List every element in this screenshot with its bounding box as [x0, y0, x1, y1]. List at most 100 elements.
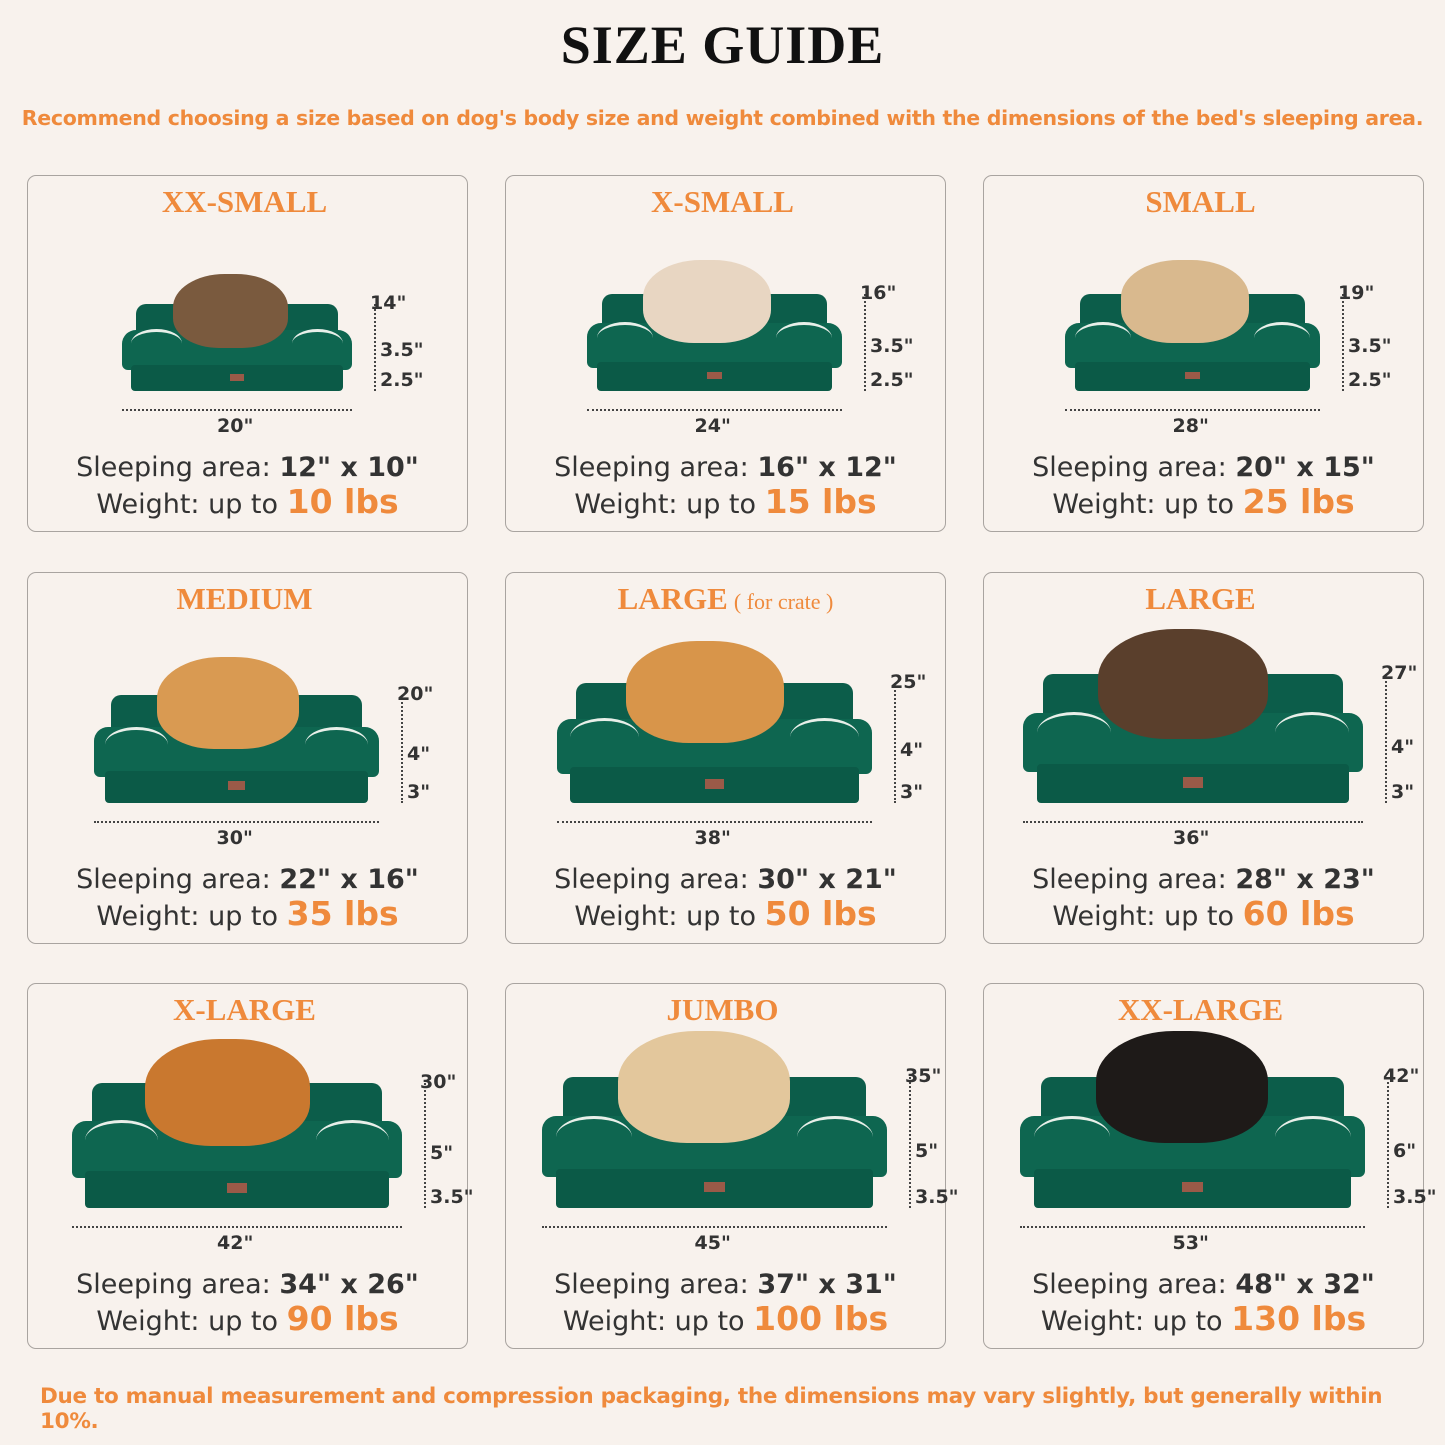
footer-note: Due to manual measurement and compressio… — [40, 1384, 1383, 1434]
sleeping-area-value: 37" x 31" — [757, 1269, 897, 1300]
weight-limit: Weight: up to 90 lbs — [28, 1299, 467, 1338]
size-name-text: X-LARGE — [173, 992, 316, 1027]
sleeping-area: Sleeping area: 28" x 23" — [984, 864, 1423, 895]
sleeping-area: Sleeping area: 34" x 26" — [28, 1269, 467, 1300]
sleeping-area-value: 20" x 15" — [1235, 452, 1375, 483]
sleeping-area: Sleeping area: 30" x 21" — [506, 864, 945, 895]
size-name: X-SMALL — [506, 184, 945, 220]
weight-value: 130 lbs — [1231, 1299, 1367, 1338]
bed-illustration — [1023, 628, 1363, 803]
length-label: 20" — [217, 415, 254, 437]
base-height-label: 2.5" — [380, 369, 424, 391]
length-dimension-line — [122, 409, 352, 411]
weight-limit: Weight: up to 130 lbs — [984, 1299, 1423, 1338]
bed-illustration — [1065, 260, 1320, 391]
bolster-height-label: 4" — [900, 739, 924, 761]
height-dimension-line — [1387, 1077, 1389, 1208]
size-name: JUMBO — [506, 992, 945, 1028]
sleeping-area: Sleeping area: 20" x 15" — [984, 452, 1423, 483]
height-dimension-line — [1385, 674, 1387, 803]
weight-value: 100 lbs — [753, 1299, 889, 1338]
length-label: 38" — [694, 827, 731, 849]
bolster-height-label: 6" — [1393, 1140, 1417, 1163]
bolster-height-label: 5" — [915, 1140, 939, 1163]
weight-value: 35 lbs — [286, 894, 399, 933]
size-name: X-LARGE — [28, 992, 467, 1028]
weight-label: Weight: up to — [562, 1306, 745, 1337]
bed-illustration — [542, 1031, 887, 1208]
height-dimension-line — [1342, 294, 1344, 391]
weight-limit: Weight: up to 35 lbs — [28, 894, 467, 933]
dog-illustration — [144, 1039, 310, 1146]
size-note: ( for crate ) — [733, 589, 834, 614]
base-height-label: 3" — [900, 781, 924, 803]
size-name-text: JUMBO — [666, 992, 779, 1027]
base-height-label: 2.5" — [870, 369, 914, 391]
length-label: 53" — [1172, 1232, 1209, 1254]
dog-illustration — [1097, 628, 1268, 739]
size-name: XX-LARGE — [984, 992, 1423, 1028]
length-label: 28" — [1172, 415, 1209, 437]
size-name: SMALL — [984, 184, 1423, 220]
sleeping-area-label: Sleeping area: — [76, 864, 271, 895]
bolster-height-label: 3.5" — [870, 335, 914, 358]
weight-value: 50 lbs — [764, 894, 877, 933]
bed-illustration — [587, 260, 842, 391]
size-name: LARGE( for crate ) — [506, 581, 945, 617]
sleeping-area: Sleeping area: 22" x 16" — [28, 864, 467, 895]
size-card: JUMBO 45" 35" 5" 3.5" Sleeping area: 37"… — [505, 983, 959, 1349]
sleeping-area-value: 16" x 12" — [757, 452, 897, 483]
size-name-text: X-SMALL — [651, 184, 794, 219]
sleeping-area-label: Sleeping area: — [554, 864, 749, 895]
bolster-height-label: 5" — [430, 1142, 454, 1165]
length-dimension-line — [1023, 821, 1363, 823]
weight-limit: Weight: up to 100 lbs — [506, 1299, 945, 1338]
sleeping-area: Sleeping area: 16" x 12" — [506, 452, 945, 483]
height-dimension-line — [401, 695, 403, 803]
size-name: LARGE — [984, 581, 1423, 617]
bed-illustration — [72, 1039, 402, 1208]
weight-label: Weight: up to — [574, 489, 757, 520]
weight-label: Weight: up to — [96, 489, 279, 520]
sleeping-area: Sleeping area: 37" x 31" — [506, 1269, 945, 1300]
weight-label: Weight: up to — [96, 901, 279, 932]
size-card: LARGE 36" 27" 4" 3" Sleeping area: 28" x… — [983, 572, 1424, 944]
bolster-height-label: 4" — [407, 743, 431, 766]
size-card: X-LARGE 42" 30" 5" 3.5" Sleeping area: 3… — [27, 983, 474, 1349]
height-dimension-line — [909, 1077, 911, 1208]
subtitle: Recommend choosing a size based on dog's… — [21, 106, 1424, 130]
depth-label: 20" — [397, 683, 434, 705]
sleeping-area-label: Sleeping area: — [1032, 1269, 1227, 1300]
size-card: XX-LARGE 53" 42" 6" 3.5" Sleeping area: … — [983, 983, 1437, 1349]
depth-label: 42" — [1383, 1065, 1420, 1087]
sleeping-area: Sleeping area: 12" x 10" — [28, 452, 467, 483]
height-dimension-line — [374, 304, 376, 391]
sleeping-area-label: Sleeping area: — [554, 1269, 749, 1300]
length-label: 30" — [216, 827, 253, 849]
base-height-label: 3" — [1391, 781, 1415, 803]
height-dimension-line — [894, 683, 896, 803]
size-name-text: LARGE — [617, 581, 728, 616]
weight-label: Weight: up to — [1052, 901, 1235, 932]
size-name: XX-SMALL — [28, 184, 467, 220]
length-dimension-line — [542, 1226, 887, 1228]
dog-illustration — [1095, 1031, 1269, 1143]
dog-illustration — [643, 260, 771, 343]
size-card: XX-SMALL 20" 14" 3.5" 2.5" Sleeping area… — [27, 175, 468, 532]
weight-limit: Weight: up to 15 lbs — [506, 482, 945, 521]
weight-value: 25 lbs — [1242, 482, 1355, 521]
depth-label: 27" — [1381, 662, 1418, 684]
length-dimension-line — [1020, 1226, 1365, 1228]
size-name-text: LARGE — [1145, 581, 1256, 616]
weight-label: Weight: up to — [574, 901, 757, 932]
weight-limit: Weight: up to 60 lbs — [984, 894, 1423, 933]
sleeping-area-label: Sleeping area: — [1032, 864, 1227, 895]
size-card: SMALL 28" 19" 3.5" 2.5" Sleeping area: 2… — [983, 175, 1424, 532]
sleeping-area-label: Sleeping area: — [76, 1269, 271, 1300]
depth-label: 25" — [890, 671, 927, 693]
sleeping-area-value: 28" x 23" — [1235, 864, 1375, 895]
bolster-height-label: 3.5" — [1348, 335, 1392, 358]
sleeping-area-value: 12" x 10" — [279, 452, 419, 483]
depth-label: 14" — [370, 292, 407, 314]
weight-limit: Weight: up to 50 lbs — [506, 894, 945, 933]
